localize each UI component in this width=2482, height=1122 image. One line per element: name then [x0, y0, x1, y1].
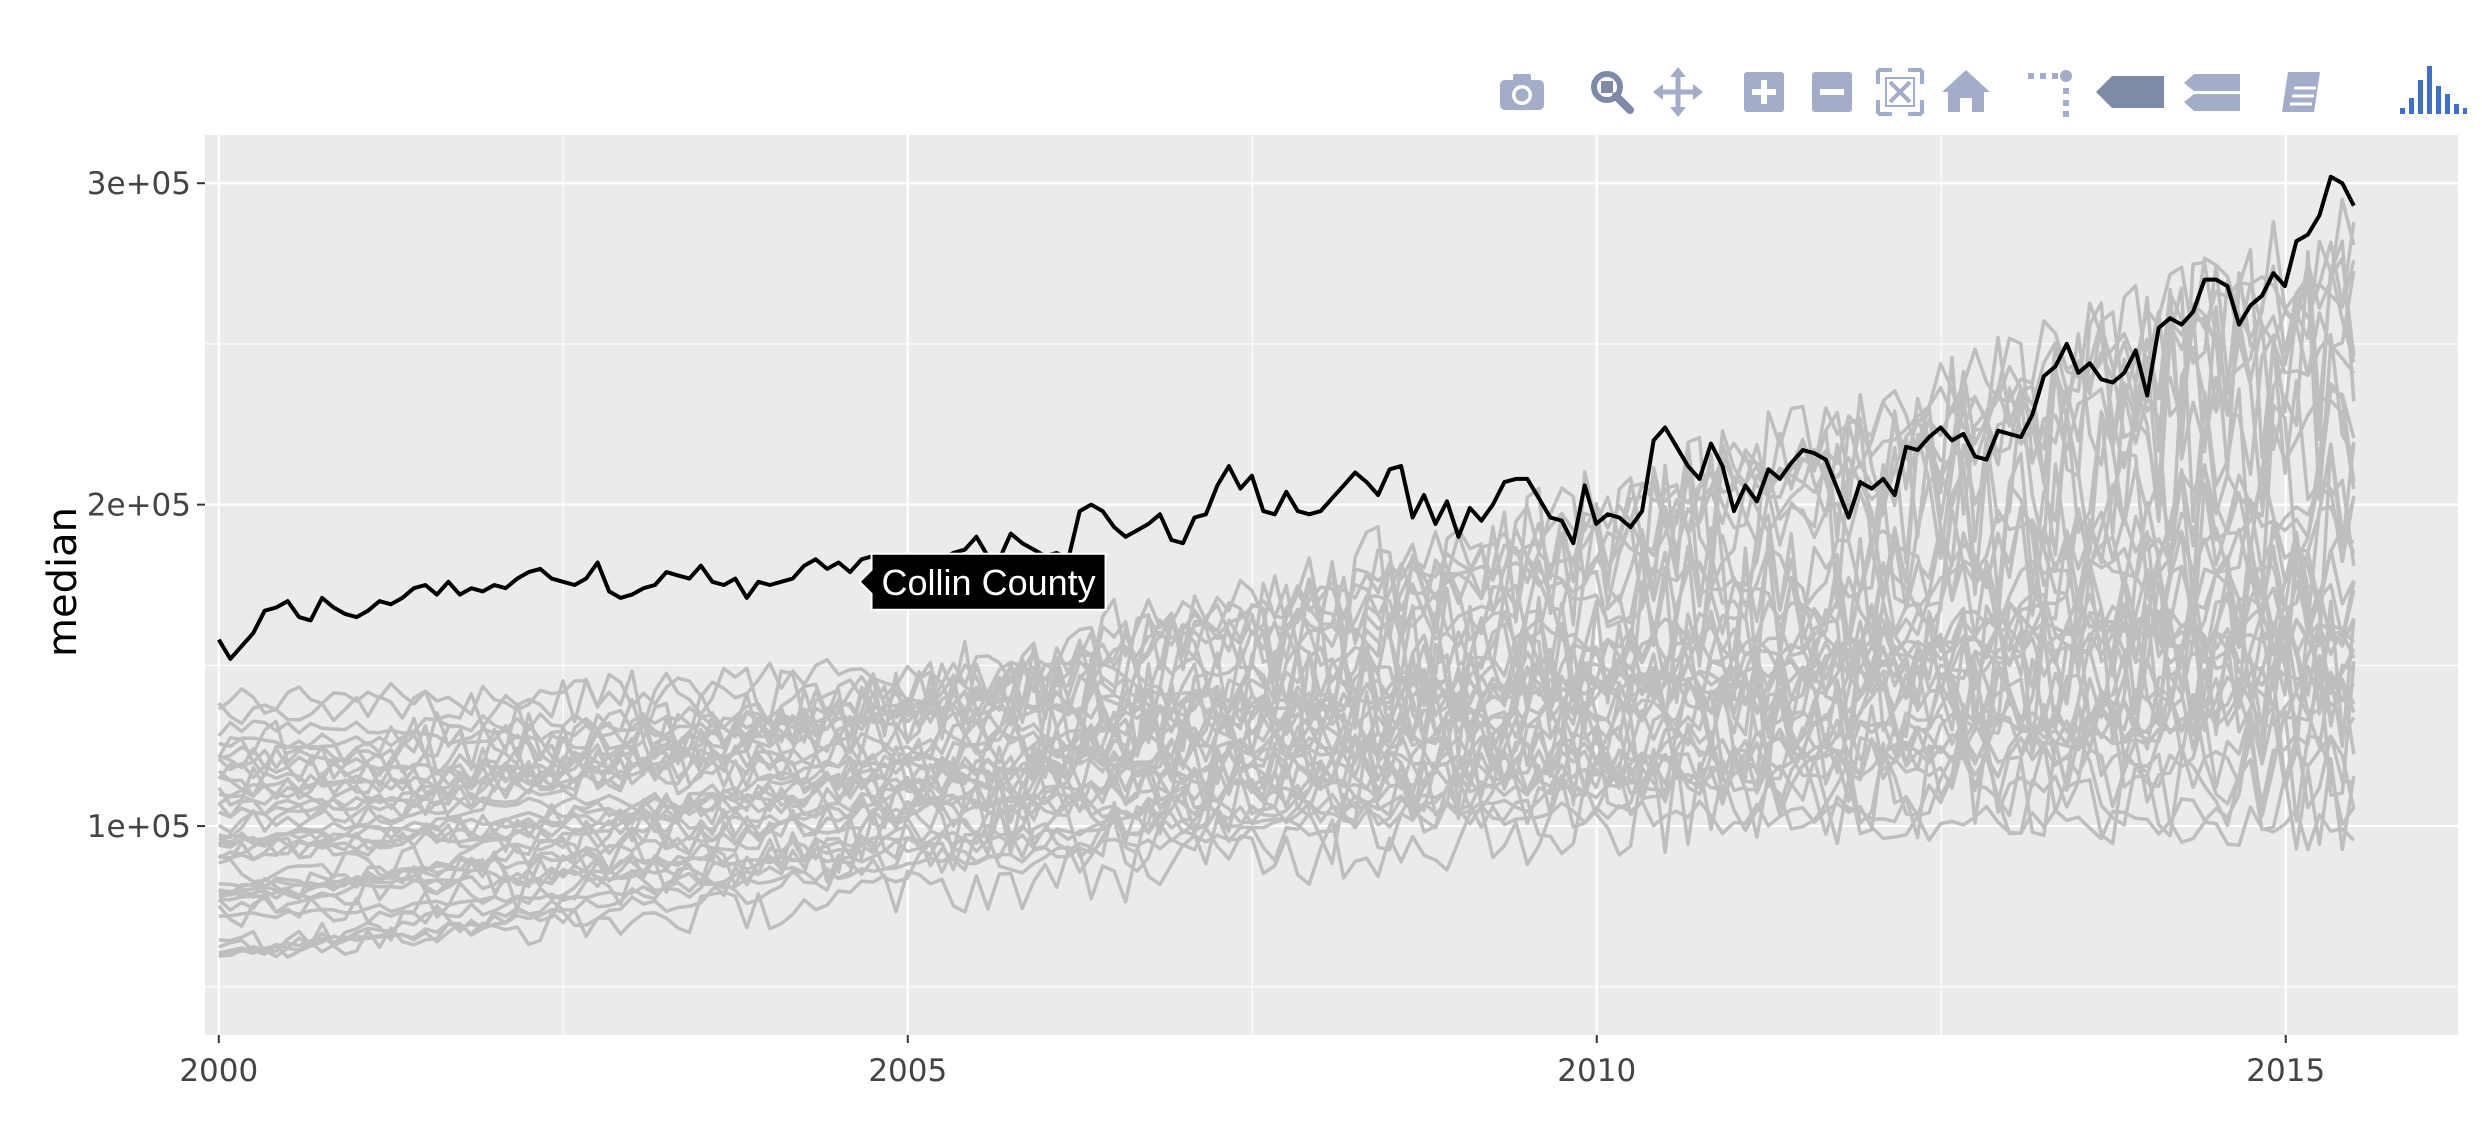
- hover-label: Collin County: [858, 552, 1107, 611]
- tag-single-icon: [2096, 76, 2164, 108]
- x-tick-label: 2010: [1557, 1053, 1636, 1089]
- background-series-line[interactable]: [218, 654, 2356, 959]
- plus-square-icon: [1744, 72, 1784, 112]
- plotly-bars-icon: [2400, 66, 2467, 114]
- pencil-book-icon: [2282, 72, 2320, 112]
- move-icon: [1653, 67, 1703, 117]
- zoom-out-button[interactable]: [1804, 64, 1860, 120]
- background-series-line[interactable]: [217, 239, 2356, 834]
- highlight-series-line[interactable]: [217, 174, 2356, 661]
- background-series-line[interactable]: [218, 663, 2355, 897]
- series-line-collin-county[interactable]: [217, 174, 2356, 661]
- tag-double-icon: [2184, 74, 2240, 111]
- background-series-line[interactable]: [217, 442, 2356, 860]
- home-icon: [1942, 70, 1990, 112]
- background-series-line[interactable]: [218, 266, 2356, 901]
- download-plot-button[interactable]: [1494, 64, 1550, 120]
- reset-axes-button[interactable]: [1938, 64, 1994, 120]
- x-tick-label: 2015: [2246, 1053, 2325, 1089]
- background-series-line[interactable]: [218, 544, 2356, 768]
- autoscale-icon: [1876, 68, 1924, 116]
- x-axis-ticks: 2000 2005 2010 2015: [179, 1035, 2325, 1089]
- y-axis-title: median: [40, 507, 86, 657]
- background-series-line[interactable]: [218, 664, 2356, 901]
- minus-square-icon: [1812, 72, 1852, 112]
- pan-button[interactable]: [1650, 64, 1706, 120]
- background-series-line[interactable]: [218, 619, 2356, 862]
- y-tick-label: 3e+05: [87, 166, 191, 202]
- background-series-line[interactable]: [217, 610, 2356, 771]
- x-tick-label: 2005: [868, 1053, 947, 1089]
- y-tick-label: 2e+05: [87, 488, 191, 524]
- toggle-spike-lines-button[interactable]: [2022, 64, 2078, 120]
- background-series-line[interactable]: [217, 790, 2356, 852]
- background-series-line[interactable]: [218, 222, 2356, 957]
- y-tick-label: 1e+05: [87, 809, 191, 845]
- show-closest-button[interactable]: [2094, 64, 2166, 120]
- y-axis-ticks: 1e+05 2e+05 3e+05: [87, 166, 205, 845]
- hover-label-box: [858, 552, 1107, 611]
- camera-icon: [1500, 74, 1544, 110]
- x-tick-label: 2000: [179, 1053, 258, 1089]
- background-series-lines: [217, 197, 2356, 959]
- hover-label-text: Collin County: [882, 562, 1096, 603]
- magnifier-icon: [1591, 71, 1634, 114]
- zoom-in-button[interactable]: [1736, 64, 1792, 120]
- background-series-line[interactable]: [218, 710, 2354, 796]
- edit-in-chart-studio-button[interactable]: [2274, 64, 2330, 120]
- autoscale-button[interactable]: [1872, 64, 1928, 120]
- compare-data-button[interactable]: [2182, 64, 2242, 120]
- background-series-line[interactable]: [218, 270, 2356, 819]
- zoom-button[interactable]: [1584, 64, 1640, 120]
- spikeline-icon: [2028, 70, 2072, 117]
- plotly-logo-link[interactable]: [2396, 62, 2468, 118]
- modebar: [0, 0, 2482, 140]
